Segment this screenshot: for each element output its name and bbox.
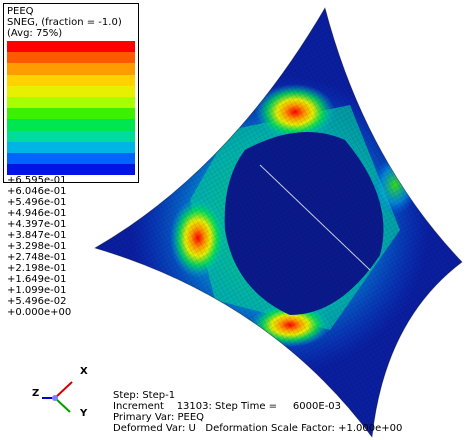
legend-swatch xyxy=(7,96,135,109)
legend-title: (Avg: 75%) xyxy=(7,28,63,39)
legend-label: +1.099e-01 xyxy=(7,285,67,297)
legend-swatch xyxy=(7,152,135,165)
legend-label: +1.649e-01 xyxy=(7,274,67,286)
legend-label: +4.397e-01 xyxy=(7,219,67,231)
legend-swatch xyxy=(7,119,135,131)
legend-swatch xyxy=(7,141,135,153)
axis-label: Y xyxy=(80,408,88,419)
legend-swatch xyxy=(7,41,135,53)
legend-swatch xyxy=(7,130,135,142)
status-line: Step: Step-1 xyxy=(113,390,176,401)
legend-label: +3.847e-01 xyxy=(7,230,67,242)
axis-label: Z xyxy=(32,388,40,399)
legend-swatch xyxy=(7,164,135,176)
axis-label: X xyxy=(80,366,88,377)
legend-swatch xyxy=(7,85,135,97)
legend-title: PEEQ xyxy=(7,6,34,17)
legend-swatch xyxy=(7,74,135,86)
status-line: Deformed Var: U Deformation Scale Factor… xyxy=(113,423,403,434)
legend-label: +2.748e-01 xyxy=(7,252,67,264)
legend-swatch xyxy=(7,63,135,75)
legend-label: +4.946e-01 xyxy=(7,208,67,220)
legend-label: +0.000e+00 xyxy=(7,307,72,319)
status-line: Primary Var: PEEQ xyxy=(113,412,205,423)
legend-swatch xyxy=(7,52,135,64)
status-block: Step: Step-1 Increment 13103: Step Time =… xyxy=(113,390,402,434)
contour-legend: PEEQ SNEG, (fraction = -1.0) (Avg: 75%) … xyxy=(3,3,139,318)
triad xyxy=(42,381,73,413)
legend-label: +2.198e-01 xyxy=(7,263,67,275)
legend-scale: +6.595e-01 +6.046e-01 +5.496e-01 +4.946e-01… xyxy=(7,41,135,318)
legend-label: +5.496e-02 xyxy=(7,296,67,308)
legend-label: +5.496e-01 xyxy=(7,197,67,209)
status-line: Increment 13103: Step Time = 6000E-03 xyxy=(113,401,342,412)
legend-label: +6.046e-01 xyxy=(7,186,67,198)
legend-label: +3.298e-01 xyxy=(7,241,67,253)
legend-swatch xyxy=(7,108,135,120)
legend-title: SNEG, (fraction = -1.0) xyxy=(7,17,122,28)
legend-label: +6.595e-01 xyxy=(7,175,67,187)
